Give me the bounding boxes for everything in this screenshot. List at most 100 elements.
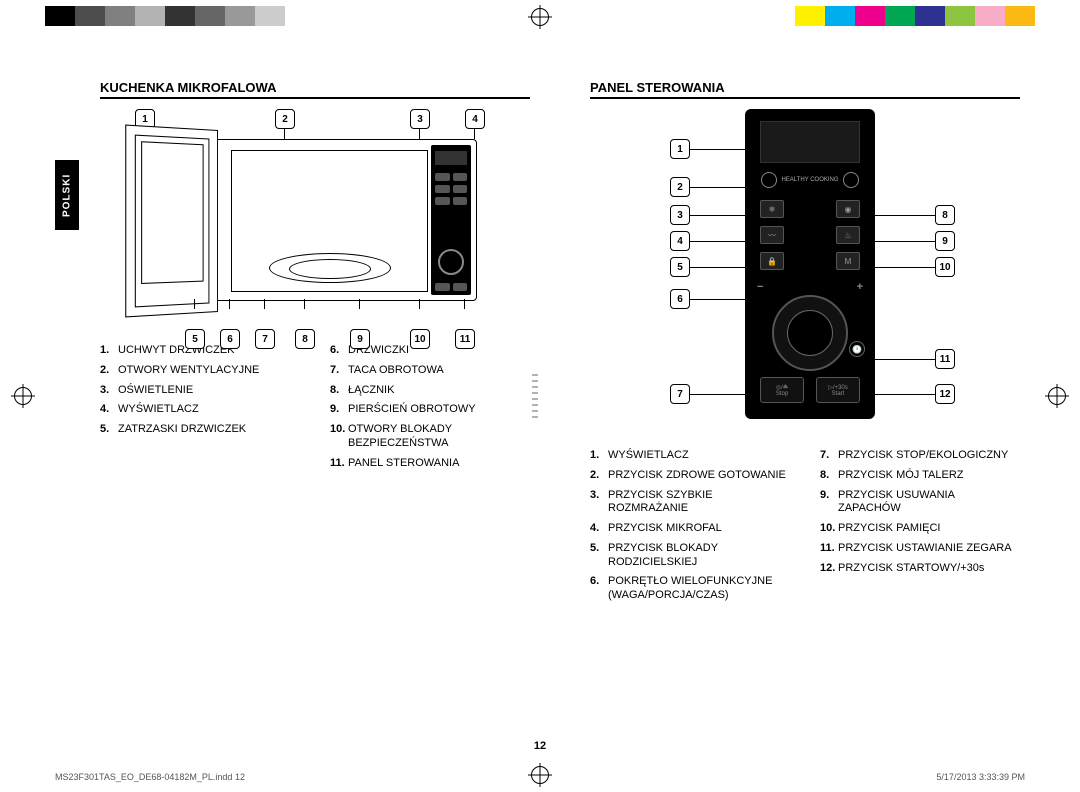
callout-number: 3 (670, 205, 690, 225)
callout-number: 9 (350, 329, 370, 349)
stop-label: Stop (776, 391, 788, 397)
registration-mark (1048, 387, 1066, 405)
color-calibration-bar (45, 6, 285, 26)
callout-leader: 3 (670, 205, 745, 225)
deodor-button-icon: ♨ (836, 226, 860, 244)
microwave-door (125, 125, 218, 318)
healthy-cooking-row: HEALTHY COOKING (760, 169, 860, 191)
list-item: 3.PRZYCISK SZYBKIE ROZMRAŻANIE (590, 489, 790, 517)
callout-number: 5 (185, 329, 205, 349)
callout-number: 4 (670, 231, 690, 251)
list-item: 7.PRZYCISK STOP/EKOLOGICZNY (820, 449, 1020, 463)
list-item: 10.OTWORY BLOKADY BEZPIECZEŃSTWA (330, 423, 530, 451)
list-item: 4.PRZYCISK MIKROFAL (590, 522, 790, 536)
list-item: 9.PRZYCISK USUWANIA ZAPACHÓW (820, 489, 1020, 517)
callout-leader: 2 (670, 177, 745, 197)
list-item: 7.TACA OBROTOWA (330, 364, 530, 378)
callout-number: 2 (275, 109, 295, 129)
microwave-parts-list: 1.UCHWYT DRZWICZEK2.OTWORY WENTYLACYJNE3… (100, 344, 530, 476)
callout-leader: 5 (670, 257, 745, 277)
clock-button-icon: 🕐 (849, 341, 865, 357)
callout-number: 4 (465, 109, 485, 129)
callout-number: 3 (410, 109, 430, 129)
list-item: 1.WYŚWIETLACZ (590, 449, 790, 463)
callout-leader: 12 (875, 384, 955, 404)
list-item: 8.PRZYCISK MÓJ TALERZ (820, 469, 1020, 483)
microwave-panel-icon (431, 145, 471, 295)
page-content: KUCHENKA MIKROFALOWA 1234 (100, 80, 1020, 609)
microwave-body (135, 139, 477, 301)
control-panel-body: HEALTHY COOKING ❄ ◉ 〰 ♨ 🔒 M −+ 🕐 (745, 109, 875, 419)
registration-mark (531, 8, 549, 26)
button-row: 〰 ♨ (760, 225, 860, 245)
callout-number: 2 (670, 177, 690, 197)
dial-plusminus: −+ (757, 281, 863, 295)
list-item: 2.OTWORY WENTYLACYJNE (100, 364, 300, 378)
defrost-button-icon: ❄ (760, 200, 784, 218)
lock-button-icon: 🔒 (760, 252, 784, 270)
control-panel-parts-list: 1.WYŚWIETLACZ 2.PRZYCISK ZDROWE GOTOWANIE… (590, 449, 1020, 609)
callout-number: 5 (670, 257, 690, 277)
callout-number: 8 (935, 205, 955, 225)
section-title: PANEL STEROWANIA (590, 80, 1020, 99)
list-item: 9.PIERŚCIEŃ OBROTOWY (330, 403, 530, 417)
callout-leader: 4 (670, 231, 745, 251)
control-panel-diagram: 1234567 89101112 HEALTHY COOKING ❄ ◉ 〰 ♨ (615, 109, 995, 439)
callout-number: 11 (935, 349, 955, 369)
registration-mark (531, 766, 549, 784)
callout-number: 11 (455, 329, 475, 349)
start-label: Start (832, 391, 845, 397)
registration-mark (14, 387, 32, 405)
callout-leader: 10 (875, 257, 955, 277)
callout-leader: 1 (670, 139, 745, 159)
microwave-overview-column: KUCHENKA MIKROFALOWA 1234 (100, 80, 530, 609)
callout-leader: 6 (670, 289, 745, 309)
list-item: 10.PRZYCISK PAMIĘCI (820, 522, 1020, 536)
list-item: 11.PANEL STEROWANIA (330, 457, 530, 471)
healthy-cooking-label: HEALTHY COOKING (781, 177, 838, 183)
dial-icon (772, 295, 848, 371)
list-item: 5.PRZYCISK BLOKADY RODZICIELSKIEJ (590, 542, 790, 570)
callout-number: 7 (255, 329, 275, 349)
stop-symbol: ◎/☘ (776, 384, 788, 391)
display-icon (760, 121, 860, 163)
footer-filename: MS23F301TAS_EO_DE68-04182M_PL.indd 12 (55, 772, 245, 782)
language-tab: POLSKI (55, 160, 79, 230)
callout-number: 10 (935, 257, 955, 277)
callout-number: 6 (670, 289, 690, 309)
myplate-button-icon: ◉ (836, 200, 860, 218)
footer-timestamp: 5/17/2013 3:33:39 PM (936, 772, 1025, 782)
roller-ring-icon (289, 259, 371, 279)
start-symbol: ▷/+30s (828, 384, 847, 391)
callout-number: 12 (935, 384, 955, 404)
callout-number: 10 (410, 329, 430, 349)
button-row: ❄ ◉ (760, 199, 860, 219)
list-item: 4.WYŚWIETLACZ (100, 403, 300, 417)
button-row: 🔒 M (760, 251, 860, 271)
list-item: 2.PRZYCISK ZDROWE GOTOWANIE (590, 469, 790, 483)
callout-number: 1 (670, 139, 690, 159)
section-title: KUCHENKA MIKROFALOWA (100, 80, 530, 99)
color-calibration-bar (795, 6, 1035, 26)
start-stop-row: ◎/☘ Stop ▷/+30s Start (760, 377, 860, 407)
microwave-diagram: 1234 (135, 109, 495, 329)
control-panel-column: PANEL STEROWANIA 1234567 89101112 HEALTH… (590, 80, 1020, 609)
callout-number: 9 (935, 231, 955, 251)
list-item: 12.PRZYCISK STARTOWY/+30s (820, 562, 1020, 576)
list-item: 8.ŁĄCZNIK (330, 384, 530, 398)
stop-button-icon: ◎/☘ Stop (760, 377, 804, 403)
icon (843, 172, 859, 188)
callout-number: 8 (295, 329, 315, 349)
callout-leader: 8 (875, 205, 955, 225)
callout-number: 7 (670, 384, 690, 404)
memory-button-icon: M (836, 252, 860, 270)
microwave-cavity (231, 150, 428, 292)
callout-number: 6 (220, 329, 240, 349)
list-item: 5.ZATRZASKI DRZWICZEK (100, 423, 300, 437)
microwave-button-icon: 〰 (760, 226, 784, 244)
list-item: 11.PRZYCISK USTAWIANIE ZEGARA (820, 542, 1020, 556)
callout-leader: 11 (875, 349, 955, 369)
list-item: 3.OŚWIETLENIE (100, 384, 300, 398)
icon (761, 172, 777, 188)
callout-leader: 9 (875, 231, 955, 251)
